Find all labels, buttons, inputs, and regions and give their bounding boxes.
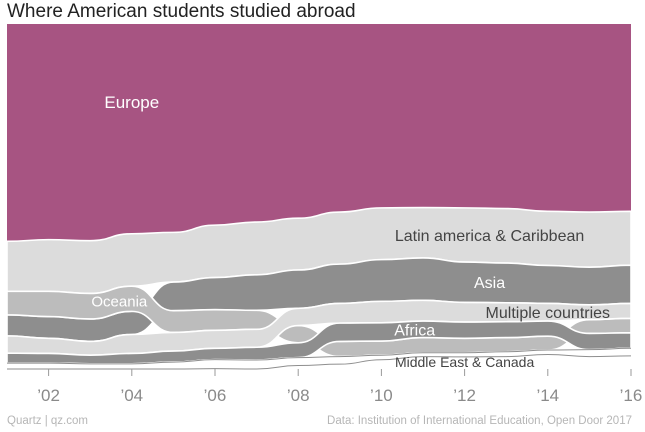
band-outline-top <box>6 347 632 365</box>
x-tick-label: ’08 <box>287 386 310 405</box>
series-label-africa: Africa <box>394 322 435 339</box>
x-tick-label: ’06 <box>204 386 227 405</box>
footer-credit: Quartz | qz.com <box>7 415 88 427</box>
series-label-oceania: Oceania <box>91 293 148 310</box>
stream-bands <box>6 24 632 370</box>
series-label-latin-america-caribbean: Latin america & Caribbean <box>395 228 584 245</box>
x-tick-label: ’04 <box>120 386 143 405</box>
series-label-europe: Europe <box>104 93 159 112</box>
band-outline-bottom <box>7 354 632 370</box>
footer-source: Data: Institution of International Educa… <box>327 415 632 427</box>
x-tick-label: ’02 <box>37 386 60 405</box>
x-axis-ticks <box>48 369 632 376</box>
series-label-multiple-countries: Multiple countries <box>486 305 611 322</box>
x-tick-label: ’16 <box>620 386 643 405</box>
series-label-middle-east-canada: Middle East & Canada <box>395 354 535 370</box>
band-europe <box>7 24 631 242</box>
series-label-asia: Asia <box>474 275 505 292</box>
series-labels: Europe Latin america & Caribbean Asia Ocean… <box>91 93 610 370</box>
chart-title: Where American students studied abroad <box>7 1 356 22</box>
x-tick-label: ’10 <box>370 386 393 405</box>
x-tick-label: ’14 <box>536 386 559 405</box>
x-axis-tick-labels: ’02 ’04 ’06 ’08 ’10 ’12 ’14 ’16 <box>37 386 642 405</box>
x-tick-label: ’12 <box>453 386 476 405</box>
